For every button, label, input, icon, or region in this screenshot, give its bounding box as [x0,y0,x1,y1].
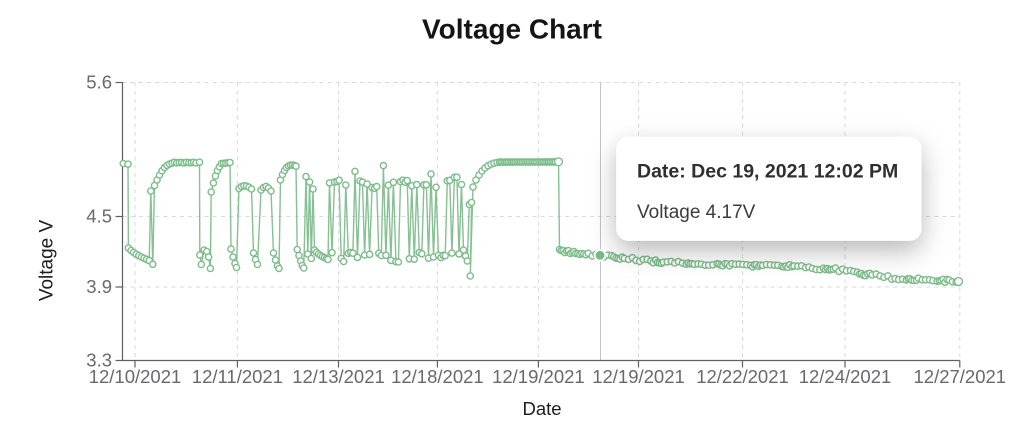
svg-text:12/10/2021: 12/10/2021 [89,366,182,387]
svg-text:12/13/2021: 12/13/2021 [292,366,385,387]
svg-text:5.6: 5.6 [86,72,112,93]
svg-text:Voltage 4.17V: Voltage 4.17V [637,202,756,223]
svg-text:12/27/2021: 12/27/2021 [914,366,1007,387]
svg-text:4.5: 4.5 [86,206,112,227]
svg-text:12/11/2021: 12/11/2021 [192,366,283,387]
svg-text:12/22/2021: 12/22/2021 [696,366,789,387]
svg-text:12/19/2021: 12/19/2021 [492,366,585,387]
svg-text:Date: Dec 19, 2021 12:02 PM: Date: Dec 19, 2021 12:02 PM [637,161,898,183]
svg-text:Voltage Chart: Voltage Chart [422,14,602,45]
svg-text:12/18/2021: 12/18/2021 [391,366,484,387]
svg-text:3.9: 3.9 [86,276,112,297]
svg-text:12/24/2021: 12/24/2021 [799,366,892,387]
svg-text:12/19/2021: 12/19/2021 [592,366,685,387]
svg-text:Date: Date [522,398,561,419]
svg-text:Voltage V: Voltage V [37,220,58,302]
svg-text:3.3: 3.3 [86,350,112,371]
